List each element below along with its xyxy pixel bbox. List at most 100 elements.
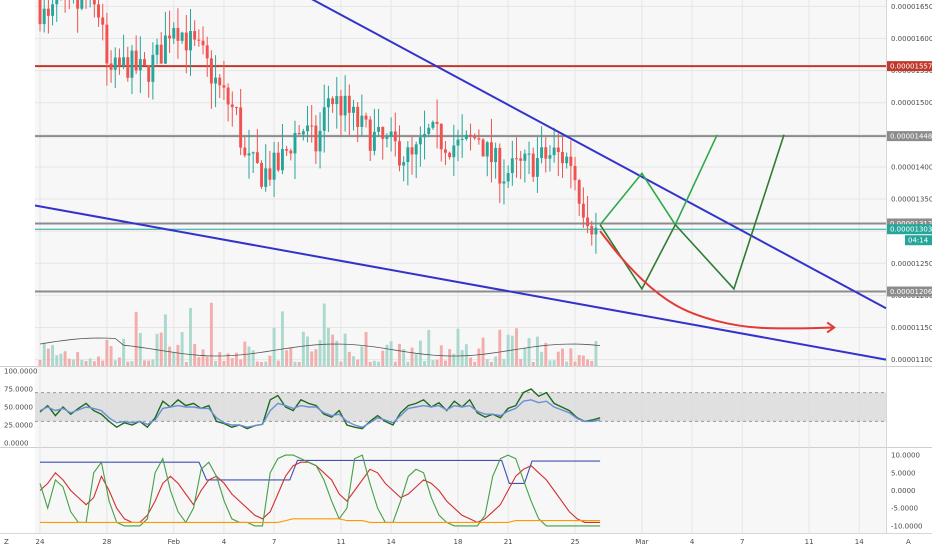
volume-bar bbox=[347, 351, 351, 366]
price-level-label: 0.00001312 bbox=[890, 220, 932, 228]
volume-bar bbox=[510, 335, 514, 366]
oscillator-1-y-tick-label: 50.0000 bbox=[4, 404, 33, 412]
candle-body bbox=[235, 107, 238, 109]
candle-body bbox=[147, 65, 151, 82]
x-tick-label: 7 bbox=[740, 538, 744, 546]
candle-body bbox=[439, 123, 443, 150]
candle-body bbox=[586, 217, 590, 227]
candle-body bbox=[230, 104, 234, 108]
volume-bar bbox=[569, 348, 573, 366]
volume-bar bbox=[76, 352, 80, 366]
volume-bar bbox=[147, 360, 151, 366]
candle-body bbox=[176, 27, 180, 41]
x-tick-label: 14 bbox=[855, 538, 864, 546]
volume-bar bbox=[285, 350, 289, 366]
candle-body bbox=[418, 137, 422, 145]
candle-body bbox=[143, 59, 146, 66]
volume-bar bbox=[477, 348, 481, 366]
candle-body bbox=[544, 147, 548, 159]
x-tick-label: 4 bbox=[690, 538, 695, 546]
candle-body bbox=[502, 181, 506, 184]
volume-bar bbox=[552, 360, 556, 366]
candle-body bbox=[448, 152, 452, 158]
volume-bar bbox=[443, 360, 447, 366]
candle-body bbox=[527, 153, 531, 155]
candle-body bbox=[226, 87, 230, 105]
volume-bar bbox=[540, 351, 544, 366]
candle-body bbox=[335, 96, 339, 105]
volume-bar bbox=[159, 332, 163, 366]
volume-bar bbox=[594, 340, 598, 366]
candle-body bbox=[331, 98, 335, 105]
volume-bar bbox=[151, 359, 155, 366]
volume-bar bbox=[88, 358, 92, 366]
volume-bar bbox=[469, 357, 472, 366]
volume-bar bbox=[523, 347, 527, 366]
volume-bar bbox=[372, 360, 376, 366]
volume-bar bbox=[431, 360, 435, 366]
volume-bar bbox=[402, 348, 406, 366]
volume-bar bbox=[138, 332, 142, 366]
countdown-badge bbox=[905, 235, 932, 246]
volume-bar bbox=[331, 334, 335, 366]
volume-bar bbox=[214, 360, 218, 366]
candle-body bbox=[347, 95, 351, 113]
volume-bar bbox=[51, 345, 55, 366]
volume-bar bbox=[276, 360, 280, 366]
candle-body bbox=[423, 133, 427, 138]
candle-body bbox=[515, 158, 518, 160]
volume-bar bbox=[435, 359, 439, 366]
candle-body bbox=[381, 126, 385, 139]
volume-bar bbox=[519, 358, 523, 366]
candle-body bbox=[368, 119, 372, 151]
candle-body bbox=[293, 133, 297, 154]
candle-body bbox=[301, 131, 305, 135]
candle-body bbox=[180, 32, 184, 41]
volume-bar bbox=[272, 327, 276, 366]
volume-bar bbox=[335, 340, 339, 366]
candle-body bbox=[356, 106, 360, 127]
volume-bar bbox=[218, 352, 222, 366]
trendline bbox=[34, 204, 887, 361]
volume-bar bbox=[368, 361, 372, 366]
volume-bar bbox=[293, 361, 297, 366]
candle-body bbox=[151, 54, 155, 82]
candle-body bbox=[498, 147, 502, 184]
oscillator-1-series-line bbox=[39, 399, 601, 428]
candle-body bbox=[251, 152, 255, 154]
volume-bar bbox=[176, 344, 180, 366]
price-y-tick-label: 0.00001350 bbox=[891, 196, 932, 204]
x-tick-label: 14 bbox=[387, 538, 396, 546]
candle-body bbox=[193, 31, 197, 40]
volume-bar bbox=[502, 359, 506, 366]
volume-bar bbox=[201, 349, 205, 366]
candle-body bbox=[569, 156, 573, 166]
oscillator-2-y-tick-label: -10.0000 bbox=[891, 522, 922, 530]
candle-body bbox=[280, 149, 284, 171]
candle-body bbox=[247, 153, 251, 156]
candle-body bbox=[581, 203, 585, 218]
oscillator-1-y-tick-label: 100.0000 bbox=[4, 368, 37, 376]
volume-bar bbox=[197, 357, 201, 366]
candle-body bbox=[372, 131, 376, 151]
candle-body bbox=[339, 96, 343, 116]
volume-bar bbox=[389, 341, 393, 366]
candle-body bbox=[209, 58, 213, 84]
candle-body bbox=[285, 149, 289, 151]
volume-bar bbox=[414, 354, 418, 366]
volume-bar bbox=[385, 344, 389, 366]
volume-bar bbox=[481, 337, 485, 366]
price-y-tick-label: 0.00001600 bbox=[891, 35, 932, 43]
candle-body bbox=[577, 180, 581, 204]
candle-body bbox=[494, 147, 498, 163]
volume-bar bbox=[71, 359, 75, 366]
candle-body bbox=[101, 17, 105, 25]
countdown-label: 04:14 bbox=[908, 237, 929, 245]
volume-bar bbox=[168, 346, 172, 366]
volume-bar bbox=[460, 350, 464, 366]
candle-body bbox=[594, 227, 598, 235]
candle-body bbox=[393, 131, 397, 142]
candle-body bbox=[510, 158, 514, 174]
